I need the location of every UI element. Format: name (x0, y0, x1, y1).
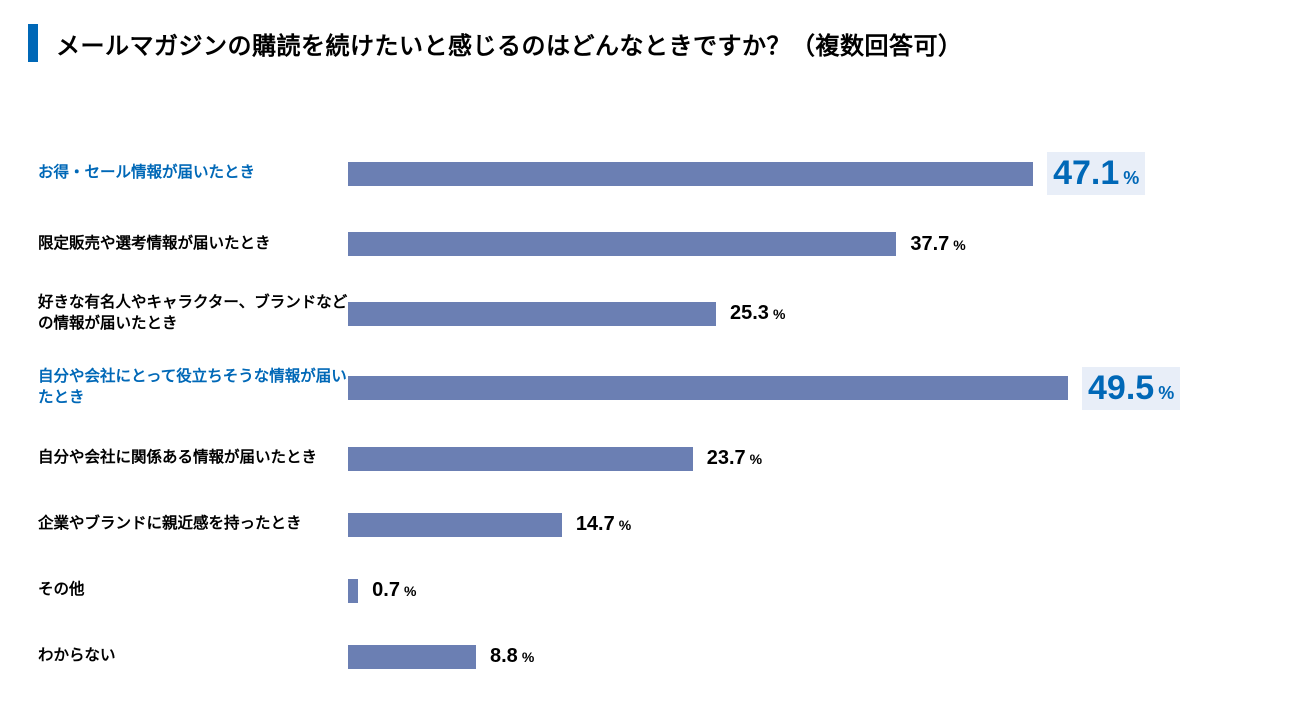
value-label: 47.1% (1047, 152, 1145, 195)
bar (348, 162, 1033, 186)
category-label: 限定販売や選考情報が届いたとき (38, 234, 348, 255)
bar-area: 23.7% (348, 447, 1259, 471)
chart-row: 限定販売や選考情報が届いたとき 37.7% (38, 227, 1259, 261)
value-unit: % (1123, 168, 1139, 189)
value-number: 25.3 (730, 302, 769, 325)
value-unit: % (953, 237, 965, 253)
bar (348, 513, 562, 537)
category-label: わからない (38, 646, 348, 667)
bar (348, 232, 896, 256)
chart-row: 好きな有名人やキャラクター、ブランドなどの情報が届いたとき 25.3% (38, 293, 1259, 335)
value-label: 14.7% (576, 513, 631, 536)
chart-title-row: メールマガジンの購読を続けたいと感じるのはどんなときですか？（複数回答可） (28, 24, 1259, 62)
value-label: 49.5% (1082, 367, 1180, 410)
bar-area: 25.3% (348, 302, 1259, 326)
chart-row: 企業やブランドに親近感を持ったとき 14.7% (38, 508, 1259, 542)
bar-area: 47.1% (348, 152, 1259, 195)
value-number: 47.1 (1053, 154, 1119, 193)
category-label: お得・セール情報が届いたとき (38, 163, 348, 184)
value-label: 37.7% (910, 233, 965, 256)
value-label: 25.3% (730, 302, 785, 325)
chart-row: 自分や会社に関係ある情報が届いたとき 23.7% (38, 442, 1259, 476)
value-number: 0.7 (372, 579, 400, 602)
title-accent-bar (28, 24, 38, 62)
value-label: 8.8% (490, 645, 534, 668)
chart-row: わからない 8.8% (38, 640, 1259, 674)
value-unit: % (404, 583, 416, 599)
value-label: 0.7% (372, 579, 416, 602)
chart-row: 自分や会社にとって役立ちそうな情報が届いたとき 49.5% (38, 367, 1259, 410)
value-number: 37.7 (910, 233, 949, 256)
bar-area: 8.8% (348, 645, 1259, 669)
value-number: 14.7 (576, 513, 615, 536)
chart-row: お得・セール情報が届いたとき 47.1% (38, 152, 1259, 195)
category-label: 好きな有名人やキャラクター、ブランドなどの情報が届いたとき (38, 293, 348, 335)
bar (348, 645, 476, 669)
value-unit: % (522, 649, 534, 665)
value-number: 23.7 (707, 447, 746, 470)
bar (348, 376, 1068, 400)
value-number: 8.8 (490, 645, 518, 668)
bar-area: 14.7% (348, 513, 1259, 537)
value-unit: % (773, 306, 785, 322)
chart-row: その他 0.7% (38, 574, 1259, 608)
value-unit: % (1158, 383, 1174, 404)
bar (348, 302, 716, 326)
bar-chart: お得・セール情報が届いたとき47.1%限定販売や選考情報が届いたとき37.7%好… (28, 152, 1259, 674)
bar-area: 0.7% (348, 579, 1259, 603)
bar-area: 49.5% (348, 367, 1259, 410)
category-label: その他 (38, 580, 348, 601)
value-label: 23.7% (707, 447, 762, 470)
value-number: 49.5 (1088, 369, 1154, 408)
bar-area: 37.7% (348, 232, 1259, 256)
bar (348, 447, 693, 471)
category-label: 企業やブランドに親近感を持ったとき (38, 514, 348, 535)
value-unit: % (619, 517, 631, 533)
chart-title: メールマガジンの購読を続けたいと感じるのはどんなときですか？（複数回答可） (56, 26, 963, 61)
value-unit: % (750, 451, 762, 467)
bar (348, 579, 358, 603)
category-label: 自分や会社にとって役立ちそうな情報が届いたとき (38, 367, 348, 409)
category-label: 自分や会社に関係ある情報が届いたとき (38, 448, 348, 469)
